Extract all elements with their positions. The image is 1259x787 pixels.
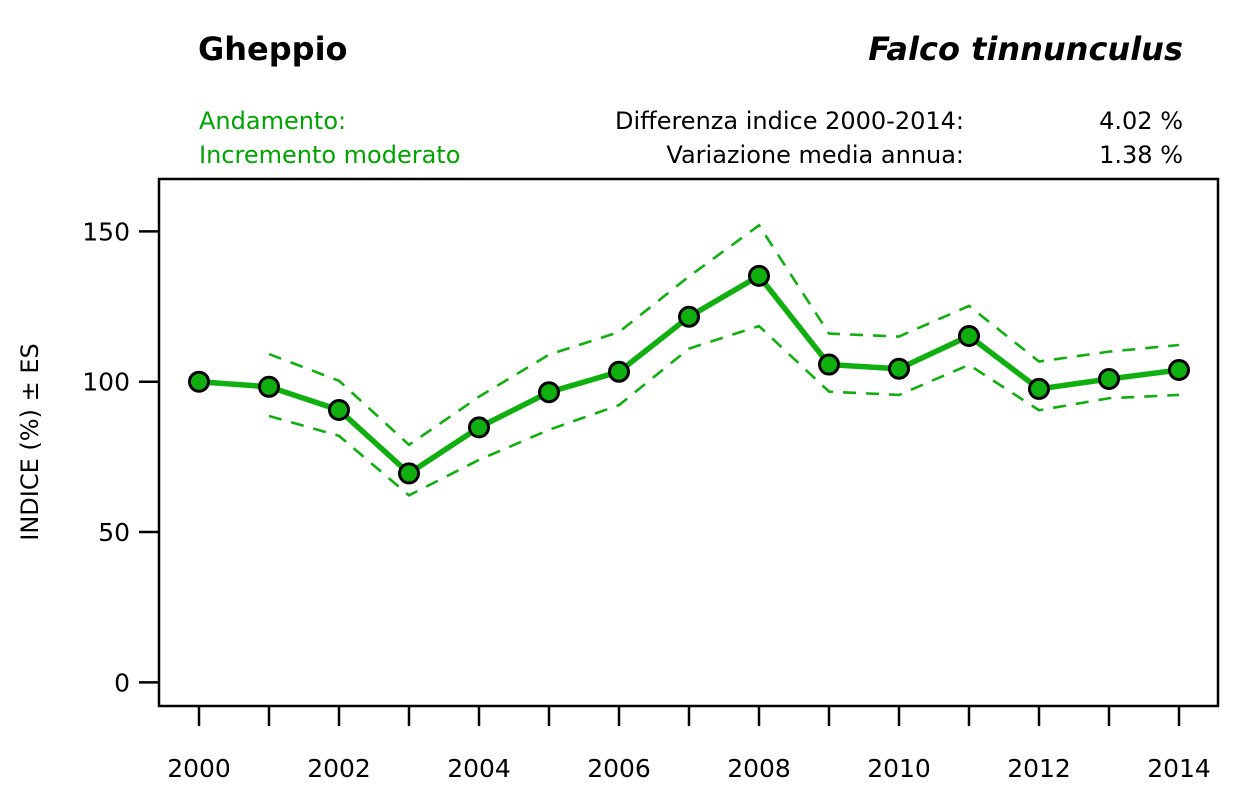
data-point-marker — [398, 462, 420, 485]
data-point-marker — [748, 264, 770, 287]
species-scientific-name: Falco tinnunculus — [868, 30, 1183, 68]
x-tick-label: 2014 — [1147, 754, 1211, 783]
x-tick-label: 2010 — [867, 754, 931, 783]
x-tick-label: 2000 — [167, 754, 231, 783]
species-common-name: Gheppio — [198, 30, 348, 68]
y-tick-label: 0 — [114, 668, 130, 697]
data-point-marker — [468, 416, 490, 439]
data-point-marker — [1028, 377, 1050, 400]
y-tick-label: 100 — [82, 368, 130, 397]
plot-border — [157, 177, 1220, 708]
x-tick-label: 2002 — [307, 754, 371, 783]
x-tick-label: 2012 — [1007, 754, 1071, 783]
annual-variation-label: Variazione media annua: — [666, 141, 964, 169]
data-point-marker — [328, 398, 350, 421]
annual-variation-value: 1.38 % — [1099, 141, 1183, 169]
index-line — [198, 272, 1180, 477]
data-point-marker — [958, 324, 980, 347]
data-point-marker — [1098, 367, 1120, 390]
y-tick-label: 150 — [82, 217, 130, 246]
index-difference-value: 4.02 % — [1099, 107, 1183, 135]
trend-label: Andamento: — [199, 107, 347, 135]
data-point-marker — [678, 305, 700, 328]
data-point-marker — [258, 375, 280, 398]
data-point-marker — [608, 360, 630, 383]
data-point-marker — [888, 357, 910, 380]
data-point-marker — [818, 353, 840, 376]
index-difference-label: Differenza indice 2000-2014: — [615, 107, 964, 135]
x-tick-label: 2006 — [587, 754, 651, 783]
x-tick-label: 2004 — [447, 754, 511, 783]
data-point-marker — [1168, 358, 1190, 381]
trend-value: Incremento moderato — [199, 141, 461, 169]
y-tick-label: 50 — [98, 518, 130, 547]
x-tick-label: 2008 — [727, 754, 791, 783]
upper-standard-error-band — [268, 223, 1180, 447]
data-point-marker — [538, 381, 560, 404]
data-point-marker — [188, 370, 210, 393]
